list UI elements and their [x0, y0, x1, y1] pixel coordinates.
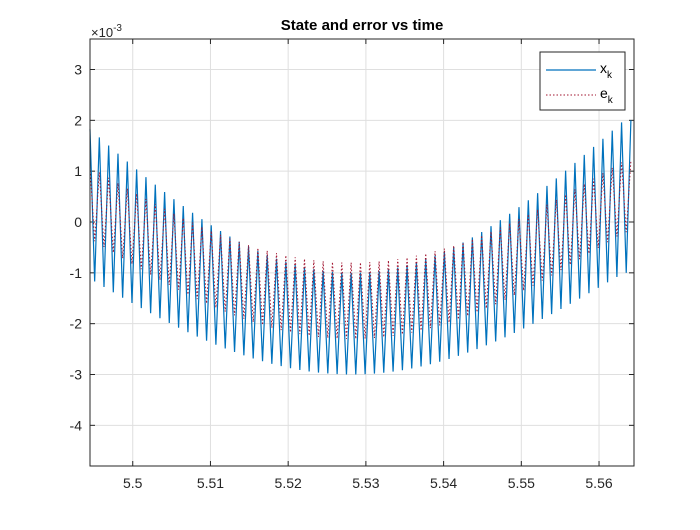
- x-tick-label: 5.52: [275, 475, 302, 491]
- series-line-e: [89, 160, 632, 339]
- chart-title: State and error vs time: [281, 17, 444, 34]
- y-tick-label: 1: [74, 163, 82, 179]
- y-tick-layer: 3 2 1 0 -1 -2 -3 -4: [70, 62, 634, 433]
- x-tick-label: 5.51: [197, 475, 224, 491]
- x-tick-label: 5.56: [585, 475, 612, 491]
- legend[interactable]: xk ek: [539, 51, 626, 111]
- y-tick-label: -3: [70, 367, 83, 383]
- x-tick-label: 5.5: [123, 475, 143, 491]
- y-tick-label: -2: [70, 316, 83, 332]
- y-tick-label: -1: [70, 265, 83, 281]
- series-layer: [89, 120, 632, 375]
- x-tick-layer: 5.5 5.51 5.52 5.53 5.54 5.55 5.56: [123, 39, 613, 491]
- series-line-x: [89, 120, 632, 375]
- x-tick-label: 5.55: [508, 475, 535, 491]
- y-exponent-label: ×10-3: [91, 23, 122, 40]
- y-tick-label: 3: [74, 62, 82, 78]
- legend-label-e: ek: [600, 85, 614, 106]
- legend-label-x: xk: [600, 60, 613, 81]
- x-tick-label: 5.53: [352, 475, 379, 491]
- legend-box: [539, 51, 626, 111]
- svg-text:×10-3: ×10-3: [91, 23, 122, 40]
- grid-layer: [90, 39, 634, 466]
- y-tick-label: 0: [74, 214, 82, 230]
- y-exponent-base: ×10: [91, 25, 113, 40]
- y-tick-label: -4: [70, 417, 83, 433]
- y-tick-label: 2: [74, 112, 82, 128]
- plot-frame: [89, 38, 635, 467]
- y-exponent-power: -3: [113, 23, 122, 34]
- x-tick-label: 5.54: [430, 475, 457, 491]
